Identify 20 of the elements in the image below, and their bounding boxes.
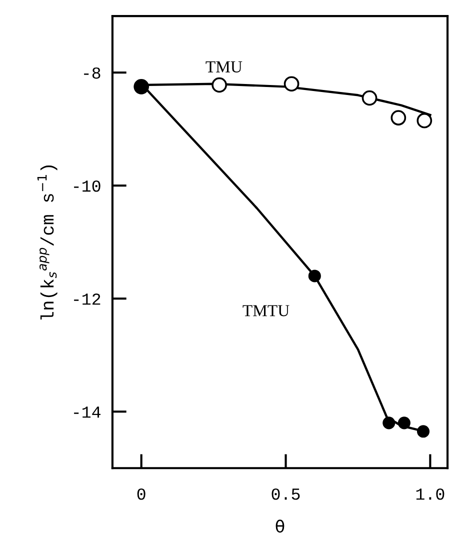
x-axis-title: θ bbox=[276, 520, 284, 533]
point bbox=[390, 110, 406, 126]
point bbox=[308, 270, 321, 282]
y-tick-label: -8 bbox=[84, 67, 100, 79]
point bbox=[362, 90, 378, 106]
point bbox=[212, 77, 228, 93]
y-tick-label: -10 bbox=[74, 180, 100, 192]
x-tick-label: 0.5 bbox=[272, 488, 300, 500]
point bbox=[416, 425, 430, 438]
series-label: TMTU bbox=[242, 305, 290, 316]
y-tick-label: -14 bbox=[74, 406, 100, 418]
y-axis-title: ln(k$_{s}$$^{app}$/cm s$^{−1}$) bbox=[37, 165, 58, 320]
point bbox=[398, 416, 410, 430]
series-label: TMU bbox=[206, 61, 242, 72]
point bbox=[284, 76, 300, 92]
point bbox=[382, 416, 396, 430]
y-tick-label: -12 bbox=[74, 293, 100, 305]
x-tick-label: 1.0 bbox=[416, 488, 444, 500]
point bbox=[416, 112, 432, 128]
x-tick-label: 0 bbox=[137, 488, 146, 500]
